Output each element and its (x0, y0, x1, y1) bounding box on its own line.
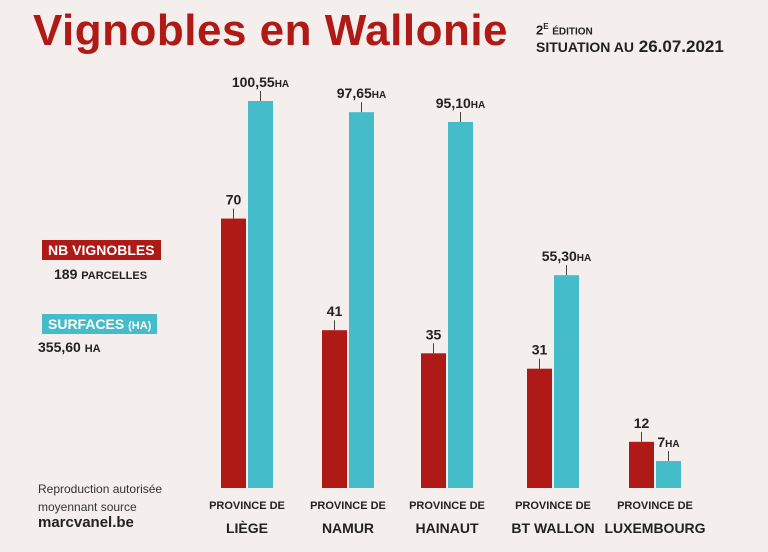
page-title: Vignobles en Wallonie (33, 6, 509, 55)
data-label-0-3: 31 (532, 342, 548, 358)
data-label-1-2: 95,10HA (436, 95, 486, 111)
category-prefix-1: PROVINCE DE (310, 500, 386, 512)
situation-date: 26.07.2021 (638, 37, 724, 56)
situation-date-label: SITUATION AU 26.07.2021 (536, 37, 724, 57)
edition-word: ÉDITION (552, 26, 593, 38)
category-prefix-2: PROVINCE DE (409, 500, 485, 512)
category-prefix-4: PROVINCE DE (617, 500, 693, 512)
data-label-0-2: 35 (426, 326, 442, 342)
category-name-3: BT WALLON (511, 520, 595, 536)
legend-surface-badge: SURFACES (HA) (42, 314, 158, 334)
bar-surface-2 (448, 121, 473, 488)
reproduction-notice: Reproduction autorisée moyennant source (38, 480, 162, 516)
vineyards-total-value: 189 (54, 266, 78, 282)
category-name-1: NAMUR (321, 520, 375, 536)
data-label-0-1: 41 (327, 303, 343, 319)
category-name-4: LUXEMBOURG (604, 520, 706, 536)
legend-surface-unit: (HA) (128, 320, 152, 332)
data-label-1-0: 100,55HA (232, 74, 289, 90)
bar-surface-3 (554, 275, 579, 488)
reproduction-line-1: Reproduction autorisée (38, 482, 163, 496)
bar-vineyards-1 (322, 330, 347, 488)
surface-total-value: 355,60 (38, 339, 81, 355)
legend-vineyards-total: 189 PARCELLES (54, 266, 147, 282)
vineyards-total-unit: PARCELLES (81, 270, 148, 282)
surface-total-unit: HA (84, 343, 101, 355)
category-prefix-0: PROVINCE DE (209, 500, 285, 512)
data-label-1-3: 55,30HA (542, 248, 592, 264)
edition-label: 2E ÉDITION (536, 22, 593, 37)
bar-vineyards-3 (527, 368, 552, 488)
bar-surface-4 (656, 461, 681, 488)
data-label-0-4: 12 (634, 415, 650, 431)
edition-suffix: E (543, 22, 549, 31)
category-name-0: LIÈGE (225, 520, 268, 536)
edition-number: 2 (536, 22, 544, 38)
bar-surface-0 (248, 101, 273, 488)
category-prefix-3: PROVINCE DE (515, 500, 591, 512)
bar-vineyards-4 (629, 441, 654, 488)
data-label-1-4: 7HA (657, 434, 679, 450)
reproduction-line-2: moyennant source (38, 500, 137, 514)
legend-vineyards-badge: NB VIGNOBLES (42, 240, 161, 260)
category-name-2: HAINAUT (415, 520, 479, 536)
legend-surface-label: SURFACES (48, 316, 125, 332)
legend-surface-total: 355,60 HA (38, 339, 101, 355)
legend-vineyards-label: NB VIGNOBLES (48, 242, 155, 258)
data-label-0-0: 70 (226, 192, 242, 208)
bar-vineyards-0 (221, 218, 246, 489)
data-label-1-1: 97,65HA (337, 85, 387, 101)
bar-vineyards-2 (421, 353, 446, 488)
source-site: marcvanel.be (38, 514, 134, 531)
situation-label: SITUATION AU (536, 39, 634, 55)
bar-surface-1 (349, 112, 374, 488)
